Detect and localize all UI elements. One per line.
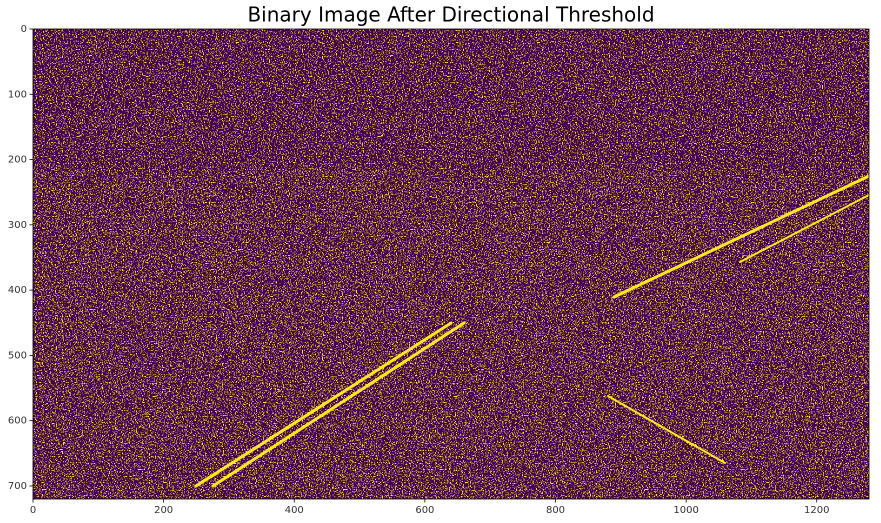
- x-tick-label: 200: [154, 505, 173, 516]
- lane-line: [607, 395, 726, 464]
- y-tick-label: 700: [8, 481, 27, 492]
- x-tick-label: 1200: [804, 505, 829, 516]
- y-tick-label: 500: [8, 350, 27, 361]
- x-tick-label: 0: [30, 505, 36, 516]
- lane-line: [194, 321, 453, 488]
- y-tick-label: 200: [8, 155, 27, 166]
- lane-line: [739, 194, 869, 263]
- image: [33, 29, 869, 499]
- y-tick-label: 600: [8, 416, 27, 427]
- x-tick-label: 400: [285, 505, 304, 516]
- plot-frame: [32, 28, 870, 500]
- lane-lines: [194, 174, 869, 488]
- image-noise: [33, 170, 869, 499]
- y-tick-label: 100: [8, 89, 27, 100]
- lane-line: [612, 174, 869, 299]
- x-tick-label: 600: [415, 505, 434, 516]
- x-tick-label: 1000: [673, 505, 698, 516]
- y-tick-label: 0: [21, 24, 27, 35]
- lane-line: [211, 321, 466, 488]
- chart-title: Binary Image After Directional Threshold: [247, 3, 654, 27]
- x-tick-label: 800: [546, 505, 565, 516]
- y-tick-label: 300: [8, 220, 27, 231]
- y-tick-label: 400: [8, 285, 27, 296]
